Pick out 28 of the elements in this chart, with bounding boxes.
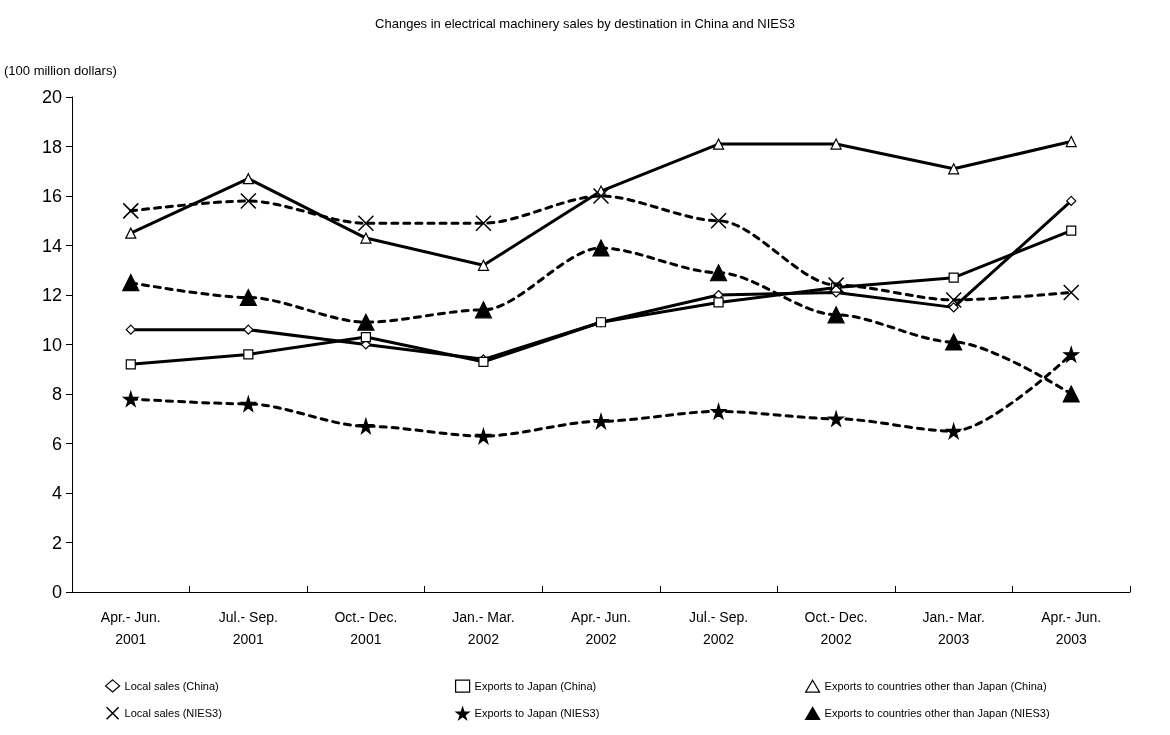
legend-label: Exports to countries other than Japan (China): [824, 680, 1047, 693]
legend-label: Local sales (China): [124, 679, 219, 692]
x-tick-label: Oct.- Dec. 2002: [804, 609, 868, 647]
x-tick-label: Apr.- Jun. 2001: [100, 609, 161, 647]
y-tick-label: 0: [51, 582, 62, 602]
legend-label: Exports to countries other than Japan (NIES3): [824, 707, 1050, 720]
y-tick-label: 20: [41, 87, 62, 107]
y-tick-label: 10: [41, 334, 62, 355]
y-tick-label: 4: [51, 483, 62, 503]
y-axis-title: (100 million dollars): [4, 63, 117, 78]
y-tick-label: 16: [41, 186, 62, 206]
x-tick-label: Jul.- Sep. 2002: [688, 609, 749, 647]
y-tick-label: 18: [41, 136, 62, 157]
legend-label: Local sales (NIES3): [124, 707, 222, 720]
legend-label: Exports to Japan (NIES3): [474, 707, 600, 720]
x-tick-label: Apr.- Jun. 2003: [1041, 609, 1102, 647]
y-tick-label: 14: [41, 235, 62, 256]
x-tick-label: Oct.- Dec. 2001: [334, 609, 398, 647]
y-tick-label: 8: [51, 384, 62, 404]
x-tick-label: Apr.- Jun. 2002: [571, 609, 631, 647]
x-tick-label: Jan.- Mar. 2003: [922, 609, 985, 647]
y-tick-label: 12: [41, 285, 62, 305]
y-tick-label: 2: [51, 532, 62, 553]
y-tick-label: 6: [51, 433, 62, 454]
legend-label: Exports to Japan (China): [474, 680, 597, 693]
x-tick-label: Jul.- Sep. 2001: [218, 609, 278, 647]
x-tick-label: Jan.- Mar. 2002: [452, 609, 515, 647]
chart-title: Changes in electrical machinery sales by destination in China and NIES3: [375, 16, 795, 31]
